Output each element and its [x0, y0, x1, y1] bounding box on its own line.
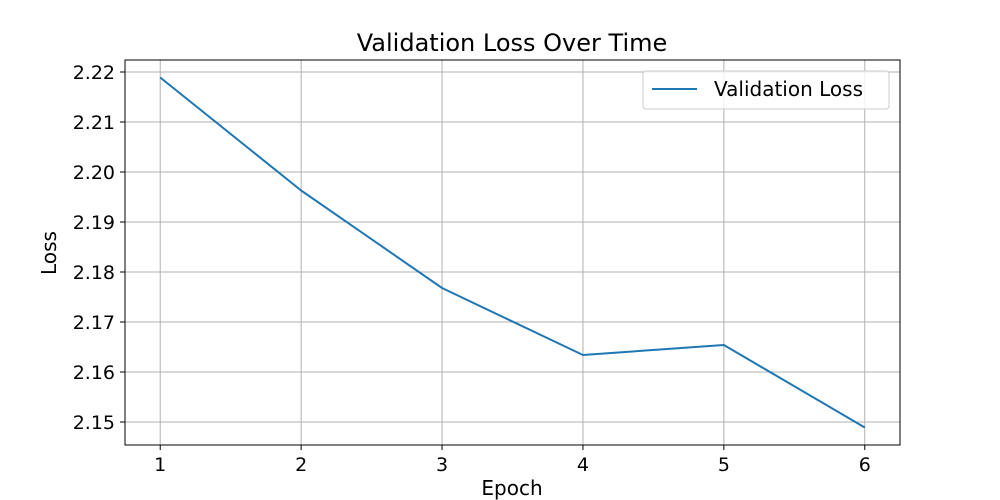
series-line-validation-loss	[159, 76, 866, 429]
legend-label-validation-loss: Validation Loss	[714, 77, 863, 101]
x-tick-label: 4	[577, 454, 589, 476]
x-tick-label: 3	[436, 454, 448, 476]
y-tick-label: 2.22	[73, 62, 115, 84]
x-tick-label: 5	[718, 454, 730, 476]
series-layer	[159, 76, 866, 429]
y-tick-label: 2.15	[73, 412, 115, 434]
y-tick-label: 2.16	[73, 362, 115, 384]
y-tick-label: 2.21	[73, 112, 115, 134]
grid	[125, 60, 900, 445]
x-tick-label: 1	[154, 454, 166, 476]
y-axis-label: Loss	[37, 231, 61, 275]
x-tick-label: 2	[295, 454, 307, 476]
y-tick-label: 2.17	[73, 312, 115, 334]
plot-frame	[124, 59, 901, 446]
x-tick-label: 6	[859, 454, 871, 476]
y-tick-label: 2.19	[73, 212, 115, 234]
x-axis-label: Epoch	[481, 476, 542, 500]
legend-box	[642, 70, 890, 110]
legend: Validation Loss	[642, 70, 890, 110]
y-tick-label: 2.20	[73, 162, 115, 184]
ticks: 1 2 3 4 5 6 2.15 2.16 2.17 2.18 2.19 2.20 2.21 2.22	[73, 62, 871, 476]
y-tick-label: 2.18	[73, 262, 115, 284]
chart-title: Validation Loss Over Time	[357, 29, 668, 57]
